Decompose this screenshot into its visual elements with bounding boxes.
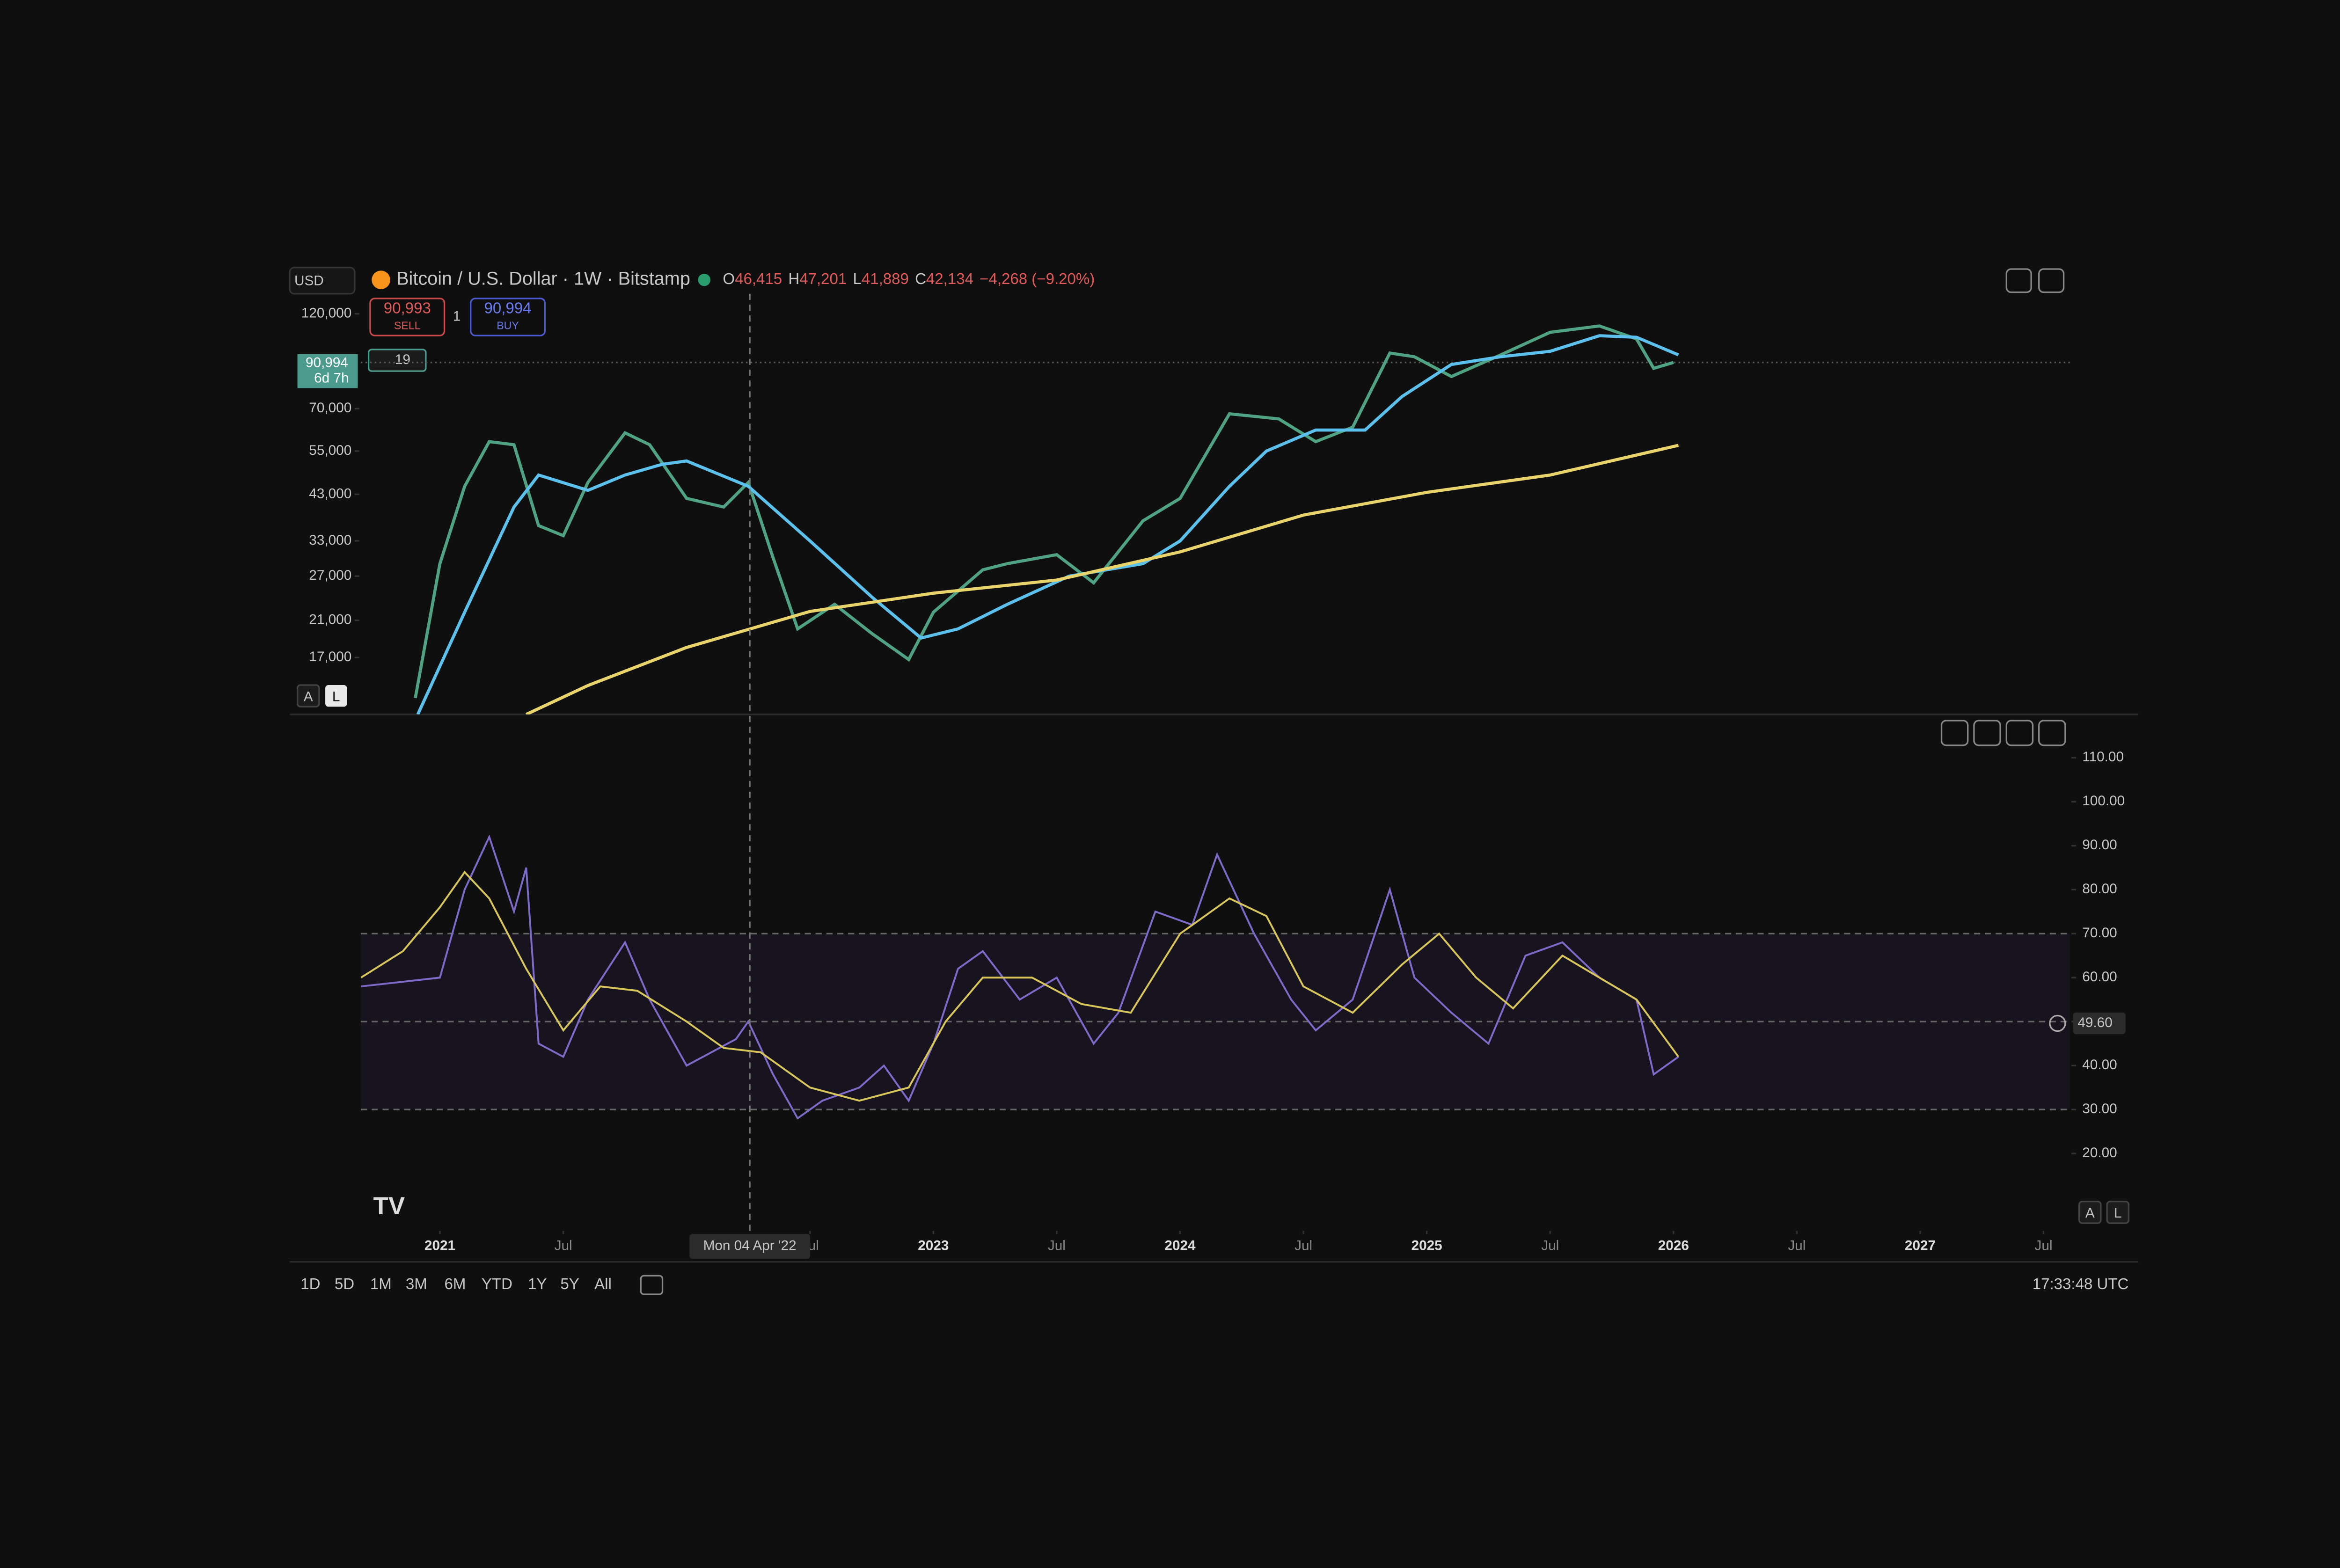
range-button[interactable]: 1M [370, 1276, 392, 1293]
price-tag [297, 354, 358, 388]
x-tick-label: Jul [1788, 1238, 1806, 1253]
price-tag-value: 90,994 [306, 355, 348, 370]
h-key: H [788, 270, 799, 288]
c: 42,134 [926, 270, 973, 288]
sell-price: 90,993 [384, 300, 431, 317]
series-line [361, 870, 1679, 1102]
y-tick-label: 70.00 [2082, 925, 2117, 941]
x-tick-label: Jul [1048, 1238, 1066, 1253]
c-key: C [915, 270, 926, 288]
currency-select[interactable] [289, 267, 356, 295]
icon-button[interactable] [2005, 720, 2034, 746]
y-tick-label: 27,000 [309, 568, 351, 583]
toolbar-icons [640, 268, 2066, 1295]
x-tick-label: 2025 [1411, 1238, 1442, 1253]
y-tick-label: 17,000 [309, 649, 351, 664]
auto-button-2[interactable] [2078, 1201, 2102, 1224]
rsi-plot [361, 834, 1679, 1120]
x-tick-label: Jul [2035, 1238, 2053, 1253]
y-tick-label: 21,000 [309, 612, 351, 627]
icon-button[interactable] [1940, 720, 1969, 746]
clock: 17:33:48 UTC [2033, 1276, 2129, 1293]
x-tick-label: 2024 [1164, 1238, 1196, 1253]
l-key: L [853, 270, 861, 288]
crosshair-label-bg [689, 1234, 811, 1259]
icon-button[interactable] [2038, 268, 2065, 293]
buy-price: 90,994 [484, 300, 532, 317]
y-tick-label: 30.00 [2082, 1101, 2117, 1116]
change: −4,268 (−9.20%) [980, 270, 1095, 288]
series-line [416, 334, 1679, 715]
y-tick-label: 110.00 [2082, 749, 2124, 765]
y-tick-label: 120,000 [301, 306, 351, 321]
h: 47,201 [799, 270, 847, 288]
l: 41,889 [862, 270, 909, 288]
y-tick-label: 55,000 [309, 443, 351, 458]
y-tick-label: 20.00 [2082, 1145, 2117, 1160]
x-tick-label: 2023 [918, 1238, 949, 1253]
logo: TV [373, 1192, 405, 1220]
y-tick-label: 33,000 [309, 532, 351, 548]
series-line [525, 444, 1679, 715]
log-label-2: L [2114, 1205, 2122, 1221]
o-key: O [723, 270, 735, 288]
price-plot [414, 324, 1679, 715]
currency: USD [294, 273, 324, 288]
quantity: 1 [453, 308, 461, 324]
date-range-icon[interactable] [640, 1275, 664, 1295]
x-tick-label: Jul [1541, 1238, 1559, 1253]
log-button-2[interactable] [2106, 1201, 2130, 1224]
x-tick-label: Jul [1294, 1238, 1312, 1253]
x-tick-label: 2026 [1658, 1238, 1689, 1253]
value-label-bg [2073, 1012, 2126, 1035]
auto-label-2: A [2085, 1205, 2095, 1221]
symbol[interactable]: Bitcoin / U.S. Dollar · 1W · Bitstamp [396, 269, 690, 289]
countdown: 6d 7h [314, 371, 349, 386]
y-tick-label: 80.00 [2082, 881, 2117, 897]
x-tick-label: 2021 [424, 1238, 455, 1253]
icon-button[interactable] [2038, 720, 2066, 746]
range-button[interactable]: 1D [300, 1276, 320, 1293]
range-button[interactable]: 5Y [560, 1276, 579, 1293]
range-button[interactable]: 6M [445, 1276, 466, 1293]
coin-icon [372, 270, 390, 289]
ohlc: O46,415 H47,201 L41,889 C42,134 −4,268 (−9.2… [723, 270, 1095, 288]
y-tick-label: 70,000 [309, 400, 351, 416]
indicator-count: 19 [395, 352, 410, 367]
x-tick-label: 2027 [1905, 1238, 1936, 1253]
auto-label: A [304, 689, 313, 704]
buy-label: BUY [497, 319, 519, 331]
icon-button[interactable] [1973, 720, 2001, 746]
sell-button[interactable] [369, 298, 446, 336]
y-tick-label: 40.00 [2082, 1057, 2117, 1072]
series-line [361, 834, 1679, 1120]
buy-button[interactable] [470, 298, 546, 336]
y-tick-label: 100.00 [2082, 793, 2125, 809]
range-button[interactable]: 3M [406, 1276, 427, 1293]
crosshair-label: Mon 04 Apr '22 [703, 1238, 797, 1253]
o: 46,415 [735, 270, 782, 288]
log-label: L [332, 689, 340, 704]
icon-button[interactable] [2005, 268, 2032, 293]
log-button[interactable] [325, 685, 347, 707]
indicators-toggle[interactable] [367, 349, 427, 372]
sell-label: SELL [394, 319, 421, 331]
range-button[interactable]: 5D [335, 1276, 354, 1293]
x-tick-label: Jul [555, 1238, 572, 1253]
y-tick-label: 43,000 [309, 486, 351, 501]
range-button[interactable]: YTD [482, 1276, 512, 1293]
add-button[interactable] [2049, 1014, 2066, 1032]
range-button[interactable]: 1Y [528, 1276, 547, 1293]
auto-button[interactable] [296, 684, 320, 707]
range-button[interactable]: All [594, 1276, 612, 1293]
y-tick-label: 90.00 [2082, 837, 2117, 853]
value-label: 49.60 [2077, 1015, 2112, 1030]
status-dot [698, 273, 710, 286]
y-tick-label: 60.00 [2082, 969, 2117, 985]
